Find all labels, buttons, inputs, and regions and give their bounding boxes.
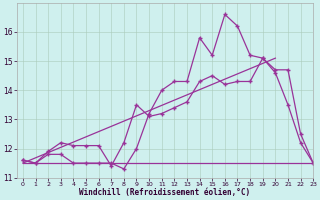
X-axis label: Windchill (Refroidissement éolien,°C): Windchill (Refroidissement éolien,°C) — [79, 188, 251, 197]
